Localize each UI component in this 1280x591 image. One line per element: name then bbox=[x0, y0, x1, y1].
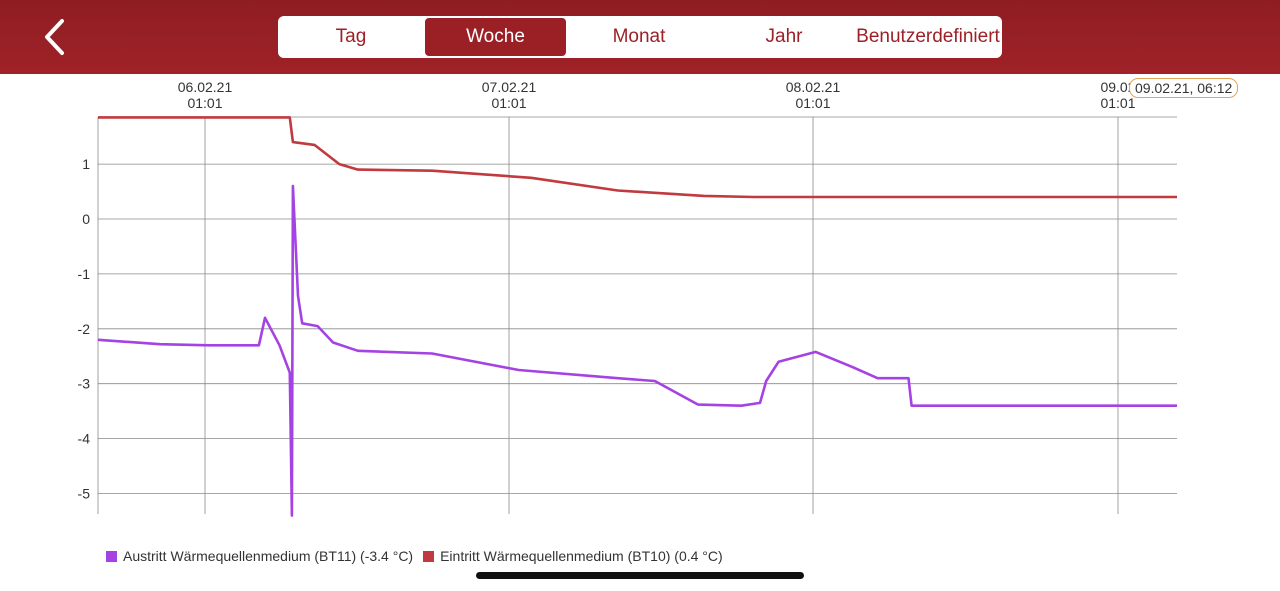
legend: Austritt Wärmequellenmedium (BT11) (-3.4… bbox=[106, 548, 733, 564]
legend-value-bt11: (-3.4 °C) bbox=[360, 548, 414, 564]
back-button[interactable] bbox=[30, 14, 78, 60]
x-tick-label-3: 08.02.21 01:01 bbox=[785, 79, 841, 111]
legend-label-bt11: Austritt Wärmequellenmedium (BT11) bbox=[123, 548, 357, 564]
legend-item-bt10[interactable]: Eintritt Wärmequellenmedium (BT10) (0.4 … bbox=[423, 548, 723, 564]
x-tick-label-4: 09.02 01:01 bbox=[1100, 79, 1136, 111]
top-bar: Tag Woche Monat Jahr Benutzerdefiniert bbox=[0, 0, 1280, 74]
y-tick-label: -3 bbox=[78, 376, 91, 392]
tab-tag[interactable]: Tag bbox=[335, 26, 367, 47]
y-tick-label: 0 bbox=[82, 211, 90, 227]
y-tick-label: -1 bbox=[78, 266, 91, 282]
legend-swatch-bt10 bbox=[423, 550, 435, 562]
series-line-bt11 bbox=[97, 184, 1177, 517]
home-indicator bbox=[476, 572, 804, 579]
x-tick-label-2: 07.02.21 01:01 bbox=[481, 79, 537, 111]
tab-woche[interactable]: Woche bbox=[425, 18, 566, 56]
tab-jahr[interactable]: Jahr bbox=[765, 26, 803, 47]
cursor-tooltip: 09.02.21, 06:12 bbox=[1129, 78, 1239, 98]
legend-swatch-bt11 bbox=[106, 550, 117, 562]
x-tick-label-1: 06.02.21 01:01 bbox=[177, 79, 233, 111]
y-tick-label: -5 bbox=[78, 486, 91, 502]
y-tick-label: -2 bbox=[78, 321, 91, 337]
period-selector: Tag Woche Monat Jahr Benutzerdefiniert bbox=[278, 16, 1002, 58]
legend-item-bt11[interactable]: Austritt Wärmequellenmedium (BT11) (-3.4… bbox=[106, 548, 413, 564]
y-tick-label: 1 bbox=[82, 156, 90, 172]
legend-label-bt10: Eintritt Wärmequellenmedium (BT10) bbox=[440, 548, 671, 564]
y-tick-label: -4 bbox=[78, 431, 91, 447]
chevron-left-icon bbox=[45, 19, 64, 55]
legend-value-bt10: (0.4 °C) bbox=[674, 548, 723, 564]
series-line-bt10 bbox=[98, 116, 1177, 199]
tab-monat[interactable]: Monat bbox=[612, 26, 666, 47]
tab-benutzerdefiniert[interactable]: Benutzerdefiniert bbox=[856, 26, 1000, 47]
